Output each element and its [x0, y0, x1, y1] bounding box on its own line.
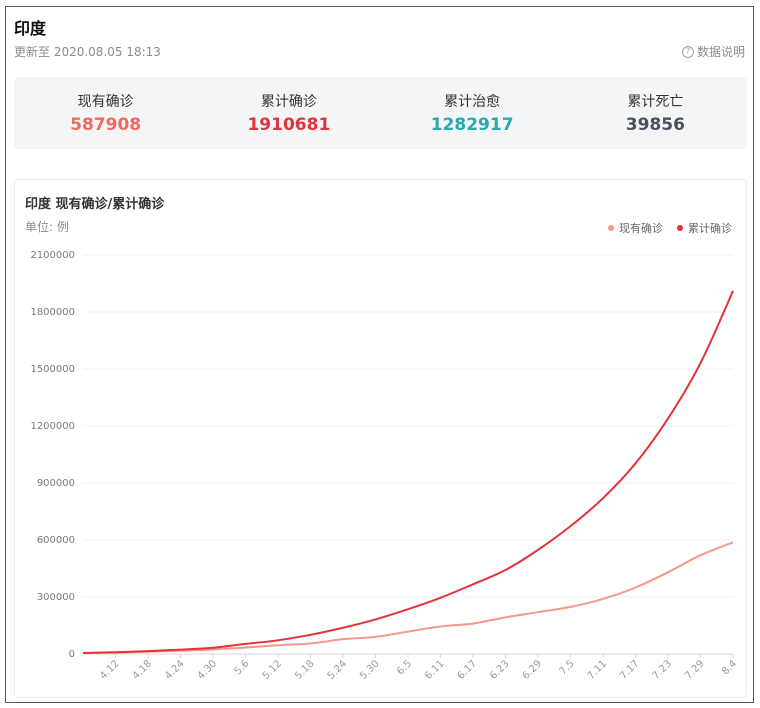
x-tick-label: 7.17 [618, 658, 642, 682]
chart-title: 印度 现有确诊/累计确诊 [25, 197, 165, 212]
chart-unit: 单位: 例 [25, 220, 69, 234]
stat-value: 1910681 [247, 115, 331, 135]
stats-panel: 现有确诊 587908 累计确诊 1910681 累计治愈 1282917 累计… [14, 77, 747, 149]
x-tick-label: 6.11 [423, 658, 447, 682]
x-tick-label: 4.30 [196, 658, 220, 682]
legend-item-total[interactable]: 累计确诊 [677, 220, 732, 236]
x-tick-label: 6.23 [488, 658, 512, 682]
page-title: 印度 [14, 19, 47, 38]
chart-legend: 现有确诊 累计确诊 [608, 220, 732, 236]
x-tick-label: 4.12 [98, 658, 122, 682]
stat-label: 累计死亡 [627, 94, 684, 110]
y-tick-label: 600000 [37, 535, 75, 546]
legend-label: 累计确诊 [688, 222, 732, 235]
x-tick-label: 5.6 [233, 658, 252, 677]
x-tick-label: 6.5 [395, 658, 414, 677]
x-tick-label: 8.4 [720, 658, 739, 677]
update-time: 更新至 2020.08.05 18:13 [14, 45, 161, 59]
chart-card: 0 300000 600000 900000 1200000 1500000 1800000… [14, 179, 747, 698]
stat-value: 1282917 [430, 115, 514, 135]
x-tick-label: 6.29 [521, 658, 545, 682]
x-tick-label: 4.18 [131, 658, 155, 682]
x-tick-label: 7.23 [651, 658, 675, 682]
y-tick-label: 0 [69, 649, 75, 660]
series-line-total-confirmed [82, 290, 734, 654]
stat-current-confirmed: 现有确诊 587908 [14, 77, 197, 149]
y-tick-label: 1800000 [30, 307, 75, 318]
legend-label: 现有确诊 [619, 222, 663, 235]
x-tick-label: 5.12 [261, 658, 285, 682]
x-tick-label: 4.24 [163, 658, 187, 682]
y-tick-label: 300000 [37, 592, 75, 603]
page-frame: 印度 更新至 2020.08.05 18:13 ? 数据说明 现有确诊 5879… [5, 6, 754, 703]
y-tick-label: 1500000 [30, 364, 75, 375]
series-line-current-confirmed [82, 541, 734, 655]
stat-label: 现有确诊 [77, 94, 134, 110]
x-tick-label: 7.29 [683, 658, 707, 682]
stat-value: 587908 [70, 115, 142, 135]
y-tick-label: 2100000 [30, 250, 75, 261]
data-help-link[interactable]: ? 数据说明 [681, 43, 745, 60]
y-tick-label: 1200000 [30, 421, 75, 432]
stat-total-recovered: 累计治愈 1282917 [381, 77, 564, 149]
x-tick-label: 7.11 [586, 658, 610, 682]
stat-value: 39856 [625, 115, 685, 135]
stat-total-confirmed: 累计确诊 1910681 [197, 77, 380, 149]
stat-total-deaths: 累计死亡 39856 [564, 77, 747, 149]
stat-label: 累计治愈 [444, 94, 501, 110]
data-help-label: 数据说明 [696, 45, 745, 59]
x-tick-label: 7.5 [558, 658, 577, 677]
stat-label: 累计确诊 [260, 94, 317, 110]
x-tick-label: 5.24 [326, 658, 350, 682]
x-tick-label: 6.17 [456, 658, 480, 682]
legend-dot [608, 225, 614, 231]
line-chart: 0 300000 600000 900000 1200000 1500000 1800000… [30, 250, 739, 682]
legend-item-current[interactable]: 现有确诊 [608, 220, 663, 236]
y-tick-label: 900000 [37, 478, 75, 489]
x-tick-label: 5.18 [293, 658, 317, 682]
x-tick-label: 5.30 [358, 658, 382, 682]
legend-dot [677, 225, 683, 231]
question-circle-icon: ? [681, 45, 694, 58]
